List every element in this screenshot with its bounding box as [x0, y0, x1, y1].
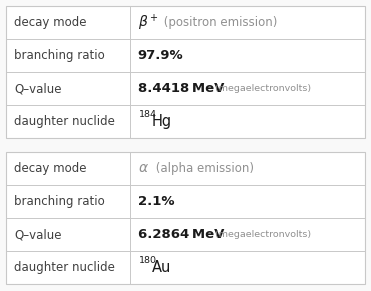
Text: Hg: Hg — [152, 114, 172, 129]
Bar — [6, 152, 365, 284]
Text: branching ratio: branching ratio — [14, 195, 105, 208]
Text: (alpha emission): (alpha emission) — [152, 162, 254, 175]
Text: 6.2864 MeV: 6.2864 MeV — [138, 228, 224, 241]
Text: 97.9%: 97.9% — [138, 49, 184, 62]
Text: 8.4418 MeV: 8.4418 MeV — [138, 82, 224, 95]
Text: $\it{\alpha}$: $\it{\alpha}$ — [138, 162, 149, 175]
Text: 2.1%: 2.1% — [138, 195, 174, 208]
Text: Au: Au — [152, 260, 171, 275]
Text: (positron emission): (positron emission) — [160, 16, 277, 29]
Bar — [6, 6, 365, 138]
Text: daughter nuclide: daughter nuclide — [14, 115, 115, 128]
Text: (megaelectronvolts): (megaelectronvolts) — [212, 84, 311, 93]
Text: daughter nuclide: daughter nuclide — [14, 261, 115, 274]
Text: branching ratio: branching ratio — [14, 49, 105, 62]
Text: decay mode: decay mode — [14, 162, 86, 175]
Text: Q–value: Q–value — [14, 82, 62, 95]
Text: decay mode: decay mode — [14, 16, 86, 29]
Text: Q–value: Q–value — [14, 228, 62, 241]
Text: 180: 180 — [139, 256, 157, 265]
Text: $\beta^+$: $\beta^+$ — [138, 12, 159, 33]
Text: 184: 184 — [139, 110, 157, 119]
Text: (megaelectronvolts): (megaelectronvolts) — [212, 230, 311, 239]
